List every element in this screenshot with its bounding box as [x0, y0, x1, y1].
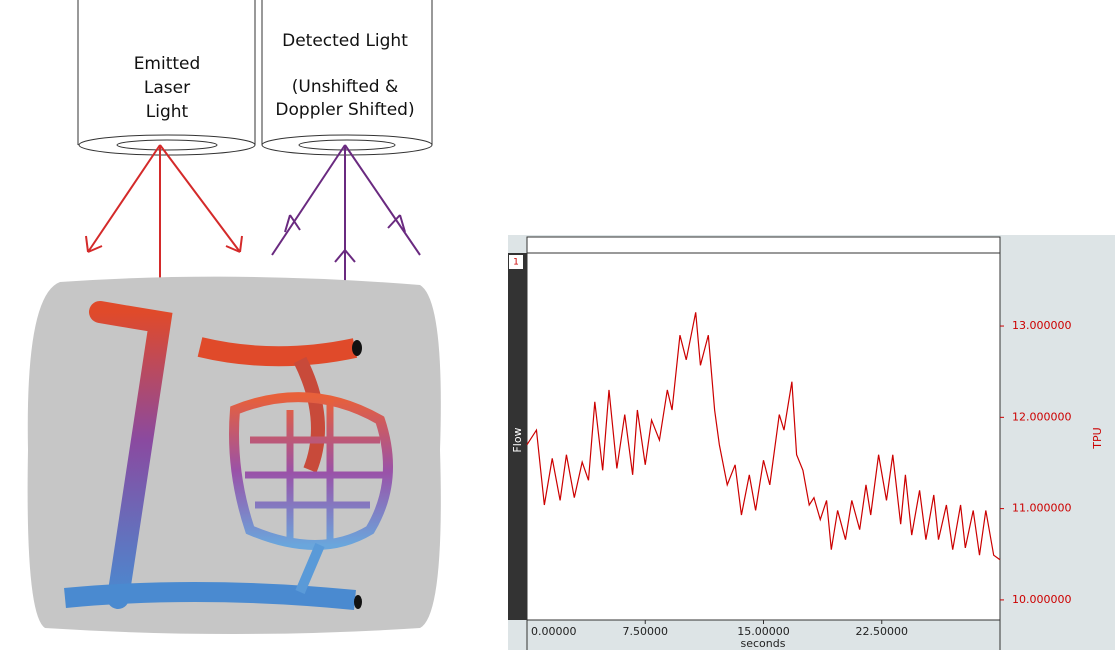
- detected-arrows: [272, 145, 420, 295]
- emitter-label: Emitted: [134, 54, 201, 74]
- y-tick-label: 10.000000: [1012, 593, 1072, 606]
- x-tick-label: 15.00000: [737, 625, 790, 638]
- plot-area: [527, 253, 1000, 620]
- x-tick-label: 7.50000: [623, 625, 669, 638]
- emitted-arrows: [86, 145, 242, 292]
- emitter-label: Light: [146, 102, 189, 122]
- emitter-label: Laser: [144, 78, 190, 98]
- channel-number: 1: [513, 258, 519, 268]
- detector-label: Detected Light: [282, 31, 408, 51]
- detector-label: (Unshifted &: [292, 77, 398, 97]
- probe-tip: [262, 135, 432, 155]
- detector-label: Doppler Shifted): [275, 100, 414, 120]
- page: Emitted Laser Light Detected Light (Unsh…: [0, 0, 1115, 650]
- y-tick-label: 12.000000: [1012, 410, 1072, 423]
- channel-label: Flow: [511, 427, 524, 452]
- diagram: Emitted Laser Light Detected Light (Unsh…: [28, 0, 441, 634]
- x-axis-label: seconds: [741, 637, 786, 650]
- vessel-opening: [352, 340, 362, 356]
- probe-tip: [79, 135, 255, 155]
- y-axis-label: TPU: [1091, 427, 1104, 449]
- vessel: [65, 592, 355, 600]
- x-tick-label: 22.50000: [856, 625, 909, 638]
- figure: Emitted Laser Light Detected Light (Unsh…: [0, 0, 1115, 650]
- chart-header: [527, 237, 1000, 253]
- detector-probe: [262, 0, 432, 145]
- vessel: [200, 347, 355, 356]
- x-tick-label: 0.00000: [531, 625, 577, 638]
- vessel-opening: [354, 595, 362, 609]
- y-tick-label: 11.000000: [1012, 502, 1072, 515]
- y-tick-label: 13.000000: [1012, 319, 1072, 332]
